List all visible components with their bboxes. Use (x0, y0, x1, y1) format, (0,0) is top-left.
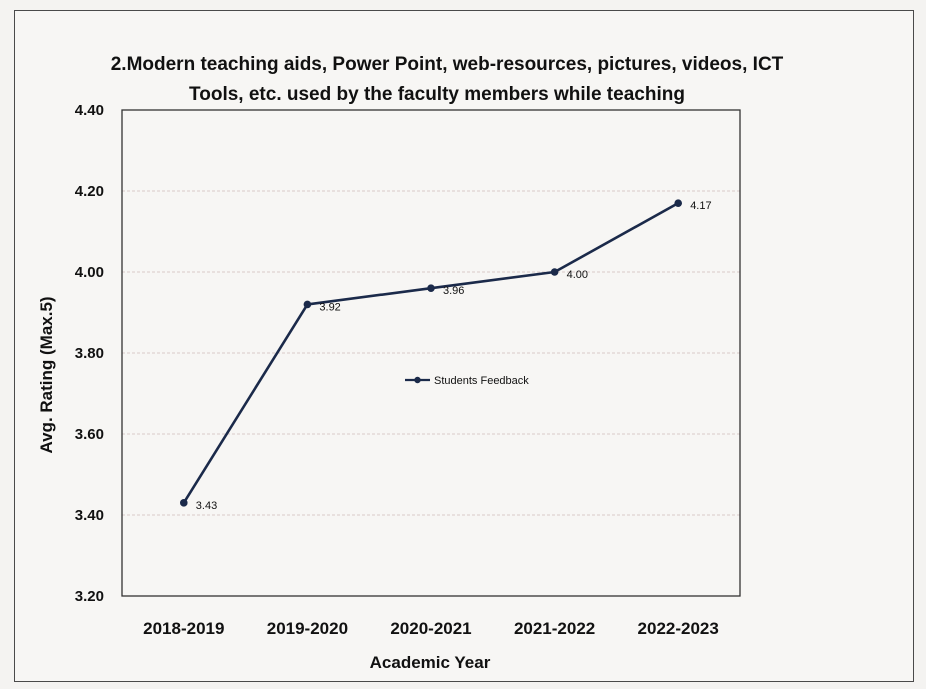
data-point (180, 499, 188, 507)
legend-marker (414, 376, 421, 384)
chart-title-line-2: Tools, etc. used by the faculty members … (189, 84, 685, 105)
data-label: 4.00 (567, 269, 588, 281)
chart-frame (14, 10, 914, 682)
chart-title-line-1: 2.Modern teaching aids, Power Point, web… (111, 54, 784, 75)
y-tick-label: 4.00 (75, 264, 104, 281)
x-tick-label: 2021-2022 (514, 619, 595, 638)
gridlines (122, 190, 740, 516)
y-axis-ticks: 3.20 3.40 3.60 3.80 4.00 4.20 4.40 (75, 102, 104, 605)
y-tick-label: 4.20 (75, 183, 104, 200)
y-axis-label: Avg. Rating (Max.5) (37, 296, 56, 453)
data-label: 3.43 (196, 500, 217, 512)
legend-label: Students Feedback (434, 375, 529, 387)
data-point (674, 199, 682, 207)
series-students-feedback (180, 199, 682, 507)
x-tick-label: 2020-2021 (390, 619, 471, 638)
y-tick-label: 3.60 (75, 426, 104, 443)
x-axis-ticks: 2018-2019 2019-2020 2020-2021 2021-2022 2022… (143, 619, 719, 638)
data-label: 3.92 (319, 301, 340, 313)
x-tick-label: 2019-2020 (267, 619, 348, 638)
data-labels: 3.43 3.92 3.96 4.00 4.17 (196, 200, 712, 512)
plot-area (121, 109, 741, 597)
data-point (550, 268, 559, 276)
data-point (427, 284, 435, 293)
data-point (303, 300, 312, 309)
data-label: 4.17 (690, 200, 711, 212)
x-tick-label: 2018-2019 (143, 619, 224, 638)
x-tick-label: 2022-2023 (638, 619, 719, 638)
y-tick-label: 3.40 (75, 507, 104, 524)
y-tick-label: 3.80 (75, 345, 104, 362)
y-tick-label: 3.20 (75, 588, 104, 605)
data-label: 3.96 (443, 285, 464, 297)
x-axis-label: Academic Year (370, 653, 491, 672)
legend: Students Feedback (405, 375, 529, 387)
y-tick-label: 4.40 (75, 102, 104, 119)
